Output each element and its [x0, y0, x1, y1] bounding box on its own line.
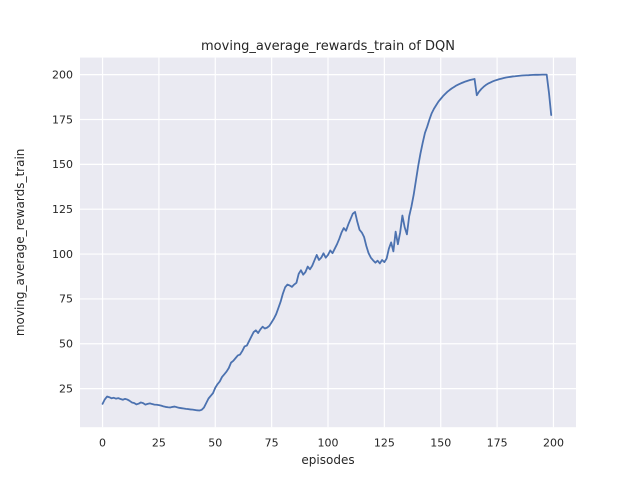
- x-tick-label: 200: [543, 437, 564, 450]
- x-tick-label: 150: [430, 437, 451, 450]
- x-tick-label: 75: [265, 437, 279, 450]
- y-tick-label: 25: [59, 382, 73, 395]
- y-tick-label: 100: [52, 248, 73, 261]
- y-tick-label: 175: [52, 113, 73, 126]
- gridlines: [80, 57, 576, 428]
- y-tick-label: 200: [52, 68, 73, 81]
- x-tick-labels: 0 25 50 75 100 125 150 175 200: [99, 437, 564, 450]
- x-axis-label: episodes: [301, 453, 354, 467]
- chart-title: moving_average_rewards_train of DQN: [201, 39, 455, 54]
- x-tick-label: 100: [318, 437, 339, 450]
- y-tick-labels: 25 50 75 100 125 150 175 200: [52, 68, 73, 395]
- y-tick-label: 75: [59, 293, 73, 306]
- x-tick-label: 0: [99, 437, 106, 450]
- y-tick-label: 150: [52, 158, 73, 171]
- y-tick-label: 50: [59, 338, 73, 351]
- reward-line: [101, 73, 553, 412]
- x-tick-label: 50: [208, 437, 222, 450]
- x-tick-label: 175: [487, 437, 508, 450]
- x-tick-label: 125: [374, 437, 395, 450]
- y-axis-label: moving_average_rewards_train: [13, 149, 27, 337]
- y-tick-label: 125: [52, 203, 73, 216]
- x-tick-label: 25: [152, 437, 166, 450]
